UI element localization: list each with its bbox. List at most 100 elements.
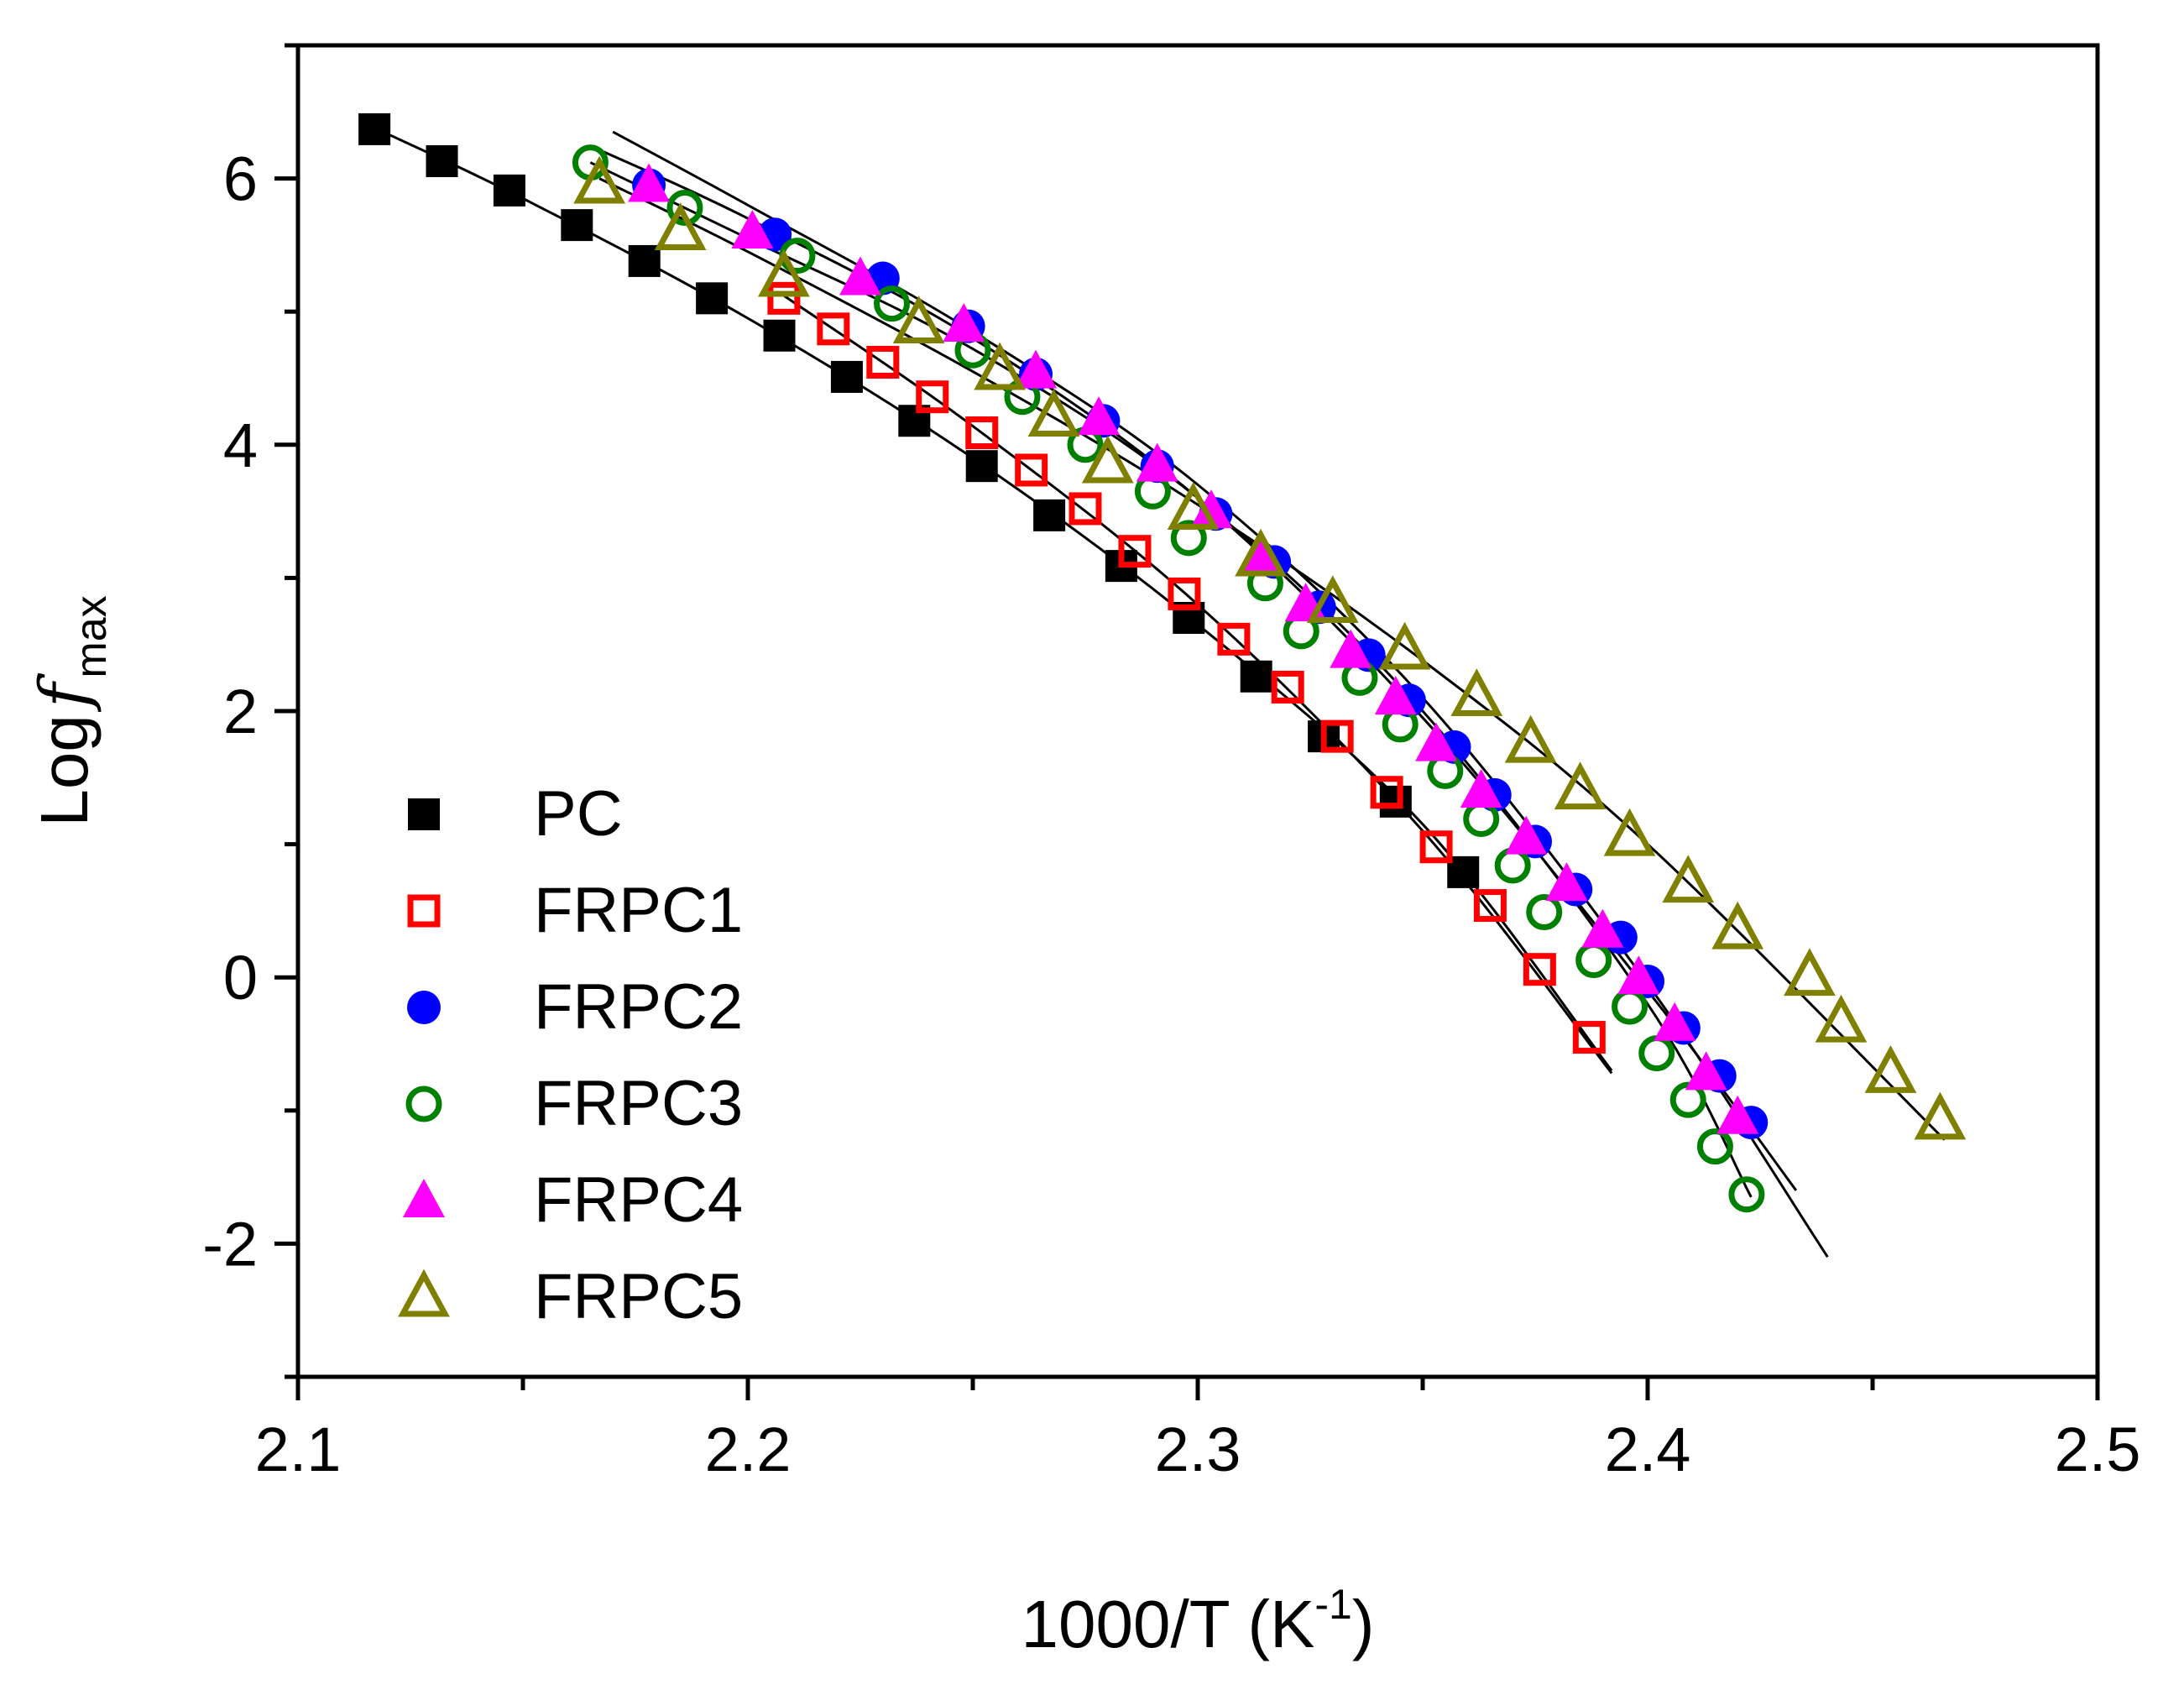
point-pc <box>1033 499 1066 531</box>
legend-marker-frpc5 <box>398 1269 450 1317</box>
point-frpc1 <box>965 416 999 450</box>
point-frpc3 <box>874 285 911 322</box>
legend-symbol-frpc3 <box>405 1086 442 1122</box>
point-frpc1 <box>1168 577 1201 610</box>
legend-symbol-pc <box>408 798 440 830</box>
y-tick-label: 6 <box>223 144 258 214</box>
point-frpc4 <box>1581 908 1624 948</box>
point-frpc5 <box>1306 575 1359 624</box>
y-tick-label: 4 <box>223 411 258 480</box>
fit-curve-frpc4 <box>603 150 1798 1191</box>
point-frpc1 <box>1370 776 1403 809</box>
point-frpc5 <box>1554 761 1607 810</box>
point-frpc1 <box>1217 622 1251 656</box>
legend-symbol-frpc2 <box>407 991 441 1024</box>
point-pc <box>1240 660 1272 693</box>
legend-symbol-frpc4 <box>403 1179 445 1217</box>
point-frpc5 <box>1081 435 1134 484</box>
legend-label-frpc1: FRPC1 <box>534 875 743 946</box>
point-frpc1 <box>1015 453 1048 487</box>
x-tick-label: 2.1 <box>255 1415 342 1484</box>
point-frpc4 <box>1460 769 1502 808</box>
point-pc <box>628 244 661 277</box>
point-frpc4 <box>1617 955 1660 995</box>
point-frpc5 <box>1914 1091 1967 1140</box>
legend-label-pc: PC <box>534 778 623 850</box>
point-frpc4 <box>1654 1002 1696 1041</box>
legend: PC FRPC1 FRPC2 FRPC3 FRPC4 FRPC5 <box>398 778 743 1332</box>
point-frpc4 <box>1545 862 1588 902</box>
point-pc <box>426 144 458 177</box>
point-frpc5 <box>974 342 1027 390</box>
point-frpc5 <box>1662 855 1715 903</box>
point-frpc1 <box>1419 830 1453 864</box>
point-frpc4 <box>1078 396 1121 436</box>
fit-curve-frpc5 <box>598 177 1946 1141</box>
point-frpc1 <box>866 345 900 379</box>
point-frpc4 <box>1415 722 1458 761</box>
x-tick-label: 2.4 <box>1605 1415 1691 1484</box>
point-frpc5 <box>757 248 810 297</box>
point-frpc5 <box>654 202 707 250</box>
point-frpc3 <box>1575 942 1612 979</box>
point-frpc4 <box>1015 349 1058 389</box>
point-frpc4 <box>1190 489 1233 529</box>
point-frpc1 <box>1118 535 1152 568</box>
point-frpc3 <box>1696 1128 1733 1165</box>
x-tick-label: 2.5 <box>2055 1415 2141 1484</box>
point-frpc4 <box>731 210 774 249</box>
point-frpc1 <box>1572 1021 1606 1054</box>
point-frpc1 <box>1068 492 1102 526</box>
legend-label-frpc2: FRPC2 <box>534 971 743 1043</box>
point-frpc3 <box>1638 1035 1675 1072</box>
point-frpc4 <box>1240 536 1283 575</box>
point-frpc3 <box>1612 988 1648 1025</box>
point-frpc5 <box>1784 948 1836 997</box>
point-frpc3 <box>1494 847 1531 884</box>
axis-ticks: 2.1 2.2 2.3 2.4 2.5 -2 0 2 4 6 <box>202 43 2141 1484</box>
point-frpc5 <box>1450 668 1503 717</box>
legend-marker-frpc2 <box>407 991 441 1024</box>
point-frpc5 <box>1603 808 1656 856</box>
y-axis-title: Logfmax <box>25 595 116 826</box>
point-frpc4 <box>1330 629 1372 668</box>
point-frpc5 <box>892 296 945 343</box>
point-frpc5 <box>1864 1045 1917 1093</box>
legend-label-frpc3: FRPC3 <box>534 1068 743 1139</box>
y-tick-label: 2 <box>223 677 258 746</box>
point-frpc1 <box>817 312 850 346</box>
point-frpc1 <box>1271 670 1304 704</box>
point-pc <box>965 450 998 483</box>
point-frpc5 <box>1378 621 1431 670</box>
point-frpc4 <box>943 303 985 343</box>
legend-marker-frpc1 <box>407 894 441 928</box>
legend-marker-frpc3 <box>405 1086 442 1122</box>
point-frpc5 <box>1027 389 1080 437</box>
point-pc <box>1379 785 1412 818</box>
point-frpc4 <box>1505 815 1548 855</box>
point-frpc4 <box>628 163 671 202</box>
point-frpc1 <box>1320 719 1354 753</box>
point-frpc1 <box>916 380 949 414</box>
data-points <box>358 112 1967 1213</box>
point-frpc4 <box>1716 1095 1759 1134</box>
point-frpc4 <box>1374 676 1417 715</box>
point-frpc3 <box>1463 800 1500 837</box>
point-pc <box>493 174 525 207</box>
point-frpc3 <box>1728 1176 1765 1213</box>
y-tick-label: 0 <box>223 943 258 1012</box>
x-axis-title: 1000/T (K-1) <box>1021 1581 1375 1661</box>
legend-marker-frpc4 <box>403 1179 445 1217</box>
x-tick-label: 2.3 <box>1155 1415 1241 1484</box>
point-frpc4 <box>839 256 881 296</box>
point-frpc4 <box>1136 442 1178 482</box>
point-pc <box>561 209 593 242</box>
y-tick-label: -2 <box>202 1209 258 1279</box>
point-frpc5 <box>1167 482 1220 531</box>
legend-symbol-frpc5 <box>398 1269 450 1317</box>
point-frpc1 <box>1523 953 1556 986</box>
point-frpc3 <box>1170 520 1207 557</box>
legend-label-frpc4: FRPC4 <box>534 1164 743 1236</box>
point-frpc1 <box>1473 889 1507 923</box>
